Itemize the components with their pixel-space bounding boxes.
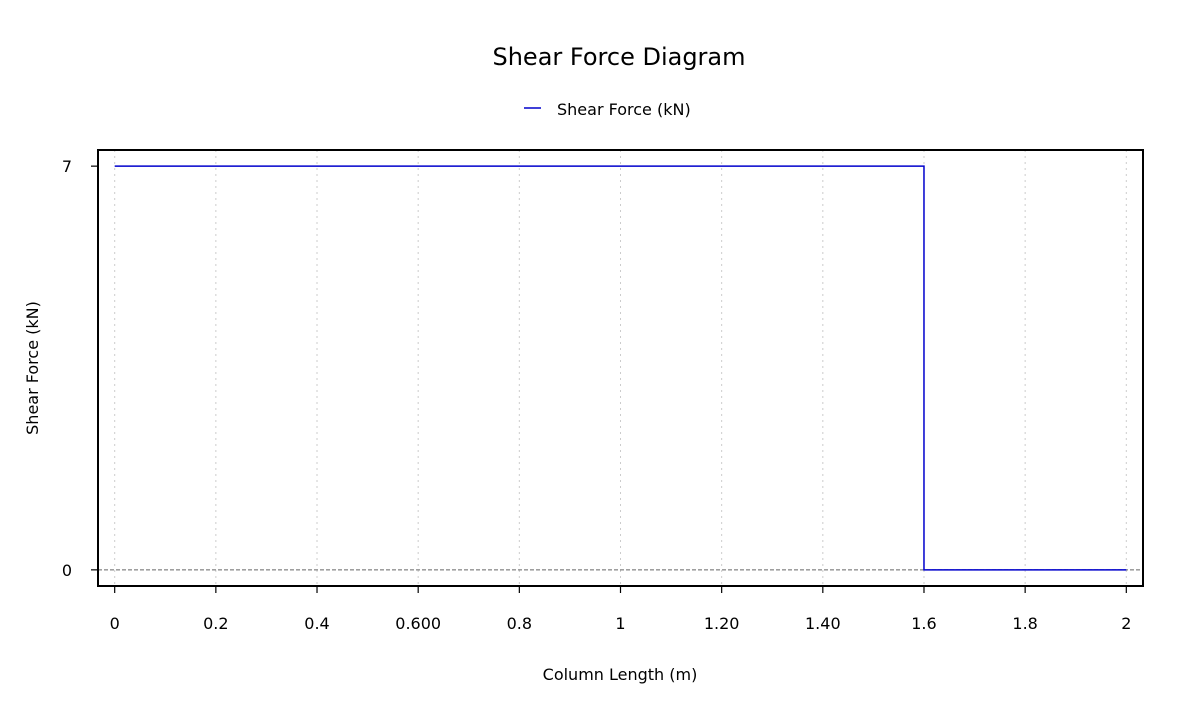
series-line: [114, 165, 1127, 571]
x-tick-label: 0: [110, 614, 120, 633]
x-tick-label: 0.2: [203, 614, 228, 633]
x-tick-label: 0.4: [304, 614, 329, 633]
legend: Shear Force (kN): [524, 100, 691, 119]
y-tick-label: 0: [62, 561, 72, 580]
y-axis-ticks: 07: [62, 157, 98, 580]
chart-title: Shear Force Diagram: [492, 43, 745, 71]
y-tick-label: 7: [62, 157, 72, 176]
x-tick-label: 0.600: [395, 614, 441, 633]
x-axis-ticks: 0 0.2 0.4 0.600 0.8 1 1.20 1.40 1.6 1.8 2: [110, 586, 1131, 633]
x-axis-label: Column Length (m): [543, 665, 698, 684]
x-tick-label: 2: [1121, 614, 1131, 633]
x-tick-label: 0.8: [507, 614, 532, 633]
series-group: [114, 165, 1127, 571]
x-tick-label: 1.20: [704, 614, 740, 633]
x-tick-label: 1.40: [805, 614, 841, 633]
x-tick-label: 1.6: [911, 614, 936, 633]
grid: [114, 150, 1127, 586]
x-tick-label: 1: [615, 614, 625, 633]
y-axis-label: Shear Force (kN): [23, 301, 42, 435]
x-tick-label: 1.8: [1012, 614, 1037, 633]
legend-label: Shear Force (kN): [557, 100, 691, 119]
